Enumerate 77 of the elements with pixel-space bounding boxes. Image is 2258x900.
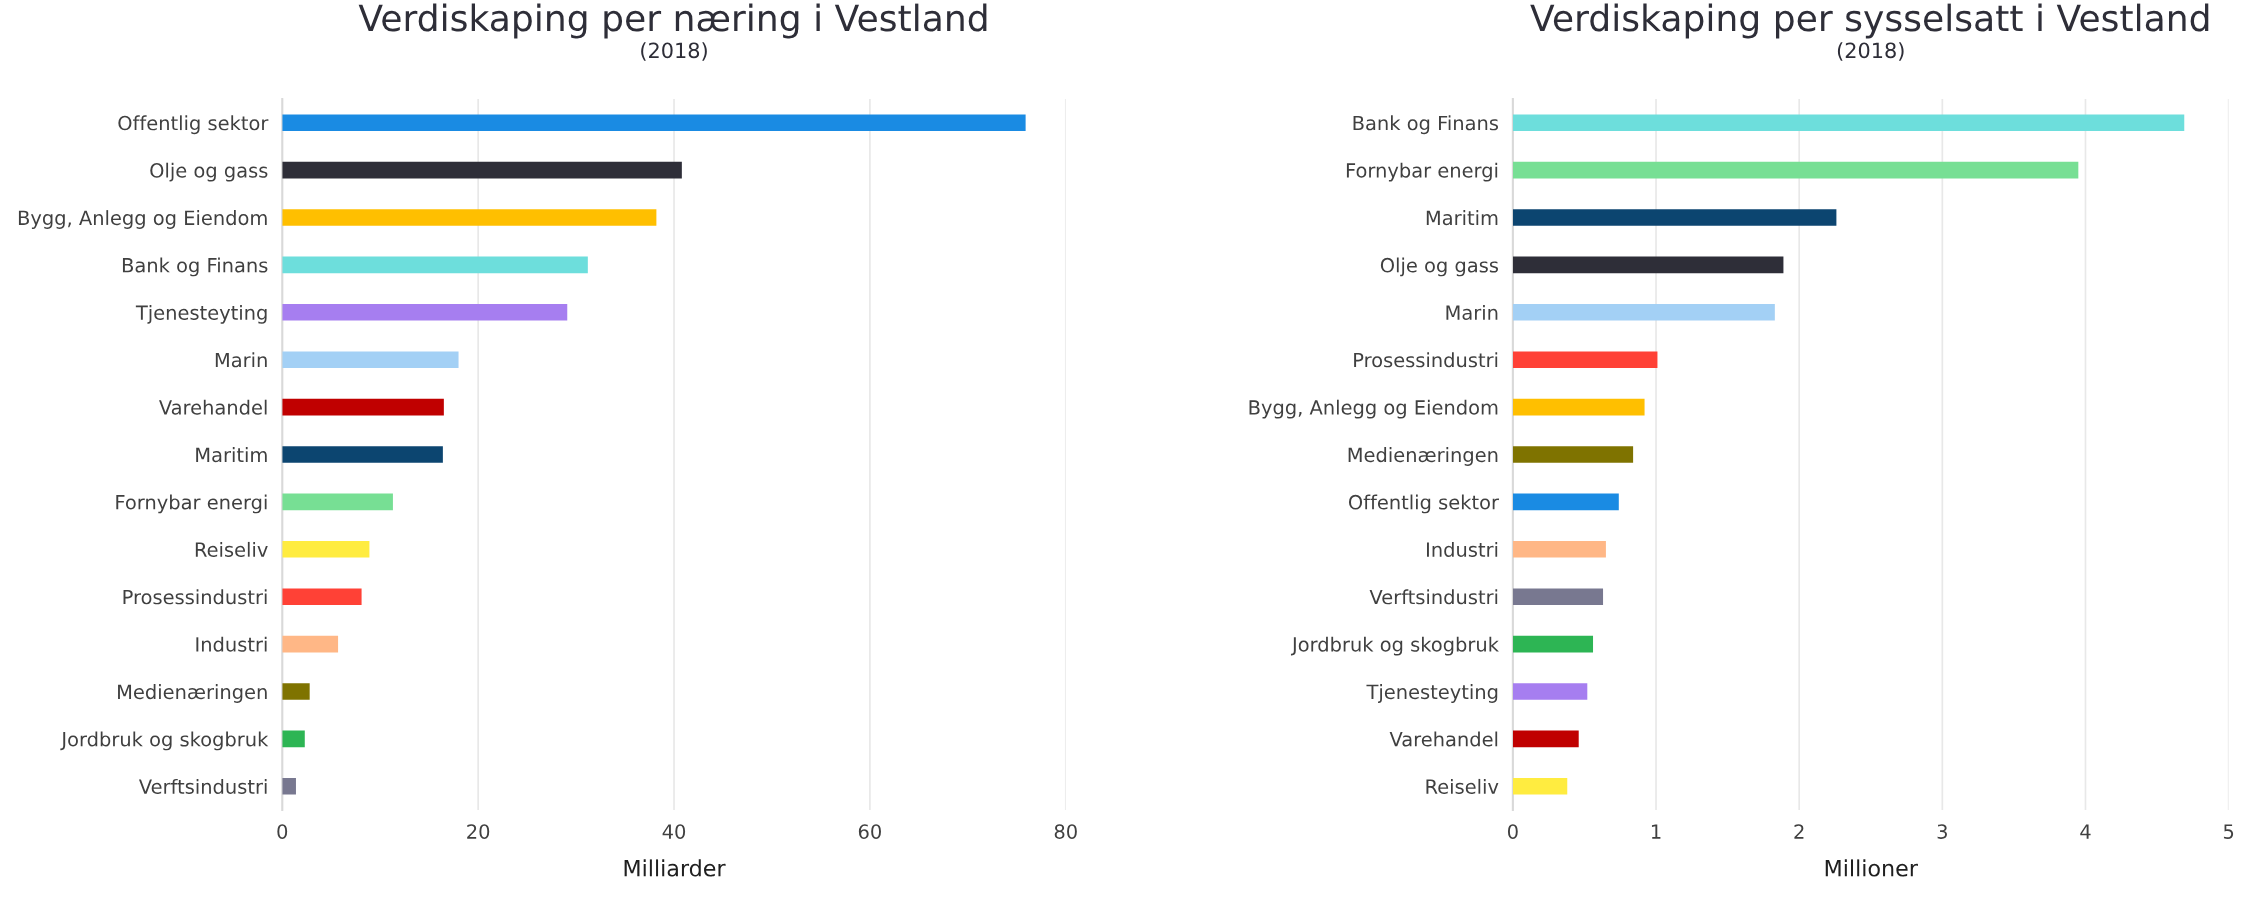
bar bbox=[1512, 541, 1606, 558]
bar bbox=[282, 351, 459, 368]
bar bbox=[1512, 588, 1604, 605]
y-tick-label: Tjenesteyting bbox=[1366, 684, 1498, 703]
x-tick-label: 80 bbox=[1054, 824, 1077, 839]
x-tick-label: 0 bbox=[277, 824, 288, 839]
y-tick-label: Industri bbox=[196, 636, 267, 652]
bar bbox=[1512, 351, 1658, 368]
bar bbox=[1512, 304, 1775, 321]
y-tick-label: Varehandel bbox=[1389, 731, 1498, 747]
y-tick-label: Bank og Finans bbox=[122, 257, 268, 277]
bar bbox=[282, 114, 1026, 131]
x-tick-label: 3 bbox=[1937, 824, 1947, 839]
y-tick-label: Verftsindustri bbox=[1369, 589, 1498, 605]
bar bbox=[1512, 493, 1619, 511]
x-tick-label: 0 bbox=[1507, 824, 1518, 839]
y-tick-label: Marin bbox=[1446, 304, 1498, 320]
bar bbox=[1512, 161, 2079, 179]
bar bbox=[1512, 398, 1645, 416]
bar bbox=[282, 493, 393, 511]
bar bbox=[1512, 256, 1784, 274]
x-tick-label: 40 bbox=[662, 824, 686, 839]
y-tick-label: Prosessindustri bbox=[123, 589, 267, 605]
bar bbox=[1512, 730, 1579, 748]
y-tick-label: Reiseliv bbox=[195, 541, 268, 557]
bar bbox=[282, 730, 305, 748]
y-tick-label: Jordbruk og skogbruk bbox=[1290, 636, 1499, 656]
y-tick-label: Fornybar energi bbox=[1346, 162, 1498, 182]
bar bbox=[282, 161, 682, 179]
y-tick-label: Tjenesteyting bbox=[135, 304, 267, 324]
y-tick-label: Offentlig sektor bbox=[118, 115, 269, 135]
y-tick-label: Industri bbox=[1427, 541, 1498, 557]
y-tick-label: Bank og Finans bbox=[1353, 115, 1499, 135]
y-tick-label: Marin bbox=[215, 352, 267, 368]
bar bbox=[282, 541, 370, 558]
y-tick-label: Medienæringen bbox=[1348, 447, 1498, 466]
bar bbox=[282, 304, 568, 321]
x-tick-label: 2 bbox=[1794, 824, 1804, 839]
chart-title: Verdiskaping per næring i Vestland bbox=[358, 3, 987, 39]
bar bbox=[282, 446, 443, 463]
x-tick-label: 4 bbox=[2080, 824, 2091, 839]
x-tick-label: 20 bbox=[467, 824, 490, 839]
bar bbox=[1512, 446, 1634, 463]
bar bbox=[282, 778, 296, 795]
x-axis-title: Millioner bbox=[1825, 859, 1918, 877]
bar bbox=[1512, 114, 2185, 131]
bar bbox=[282, 256, 588, 274]
y-tick-label: Bygg, Anlegg og Eiendom bbox=[18, 210, 267, 229]
chart-title: Verdiskaping per sysselsatt i Vestland bbox=[1530, 3, 2209, 39]
y-tick-label: Varehandel bbox=[159, 399, 267, 415]
bar bbox=[282, 398, 444, 416]
y-tick-label: Reiseliv bbox=[1426, 778, 1499, 794]
y-tick-label: Fornybar energi bbox=[116, 494, 267, 514]
bar bbox=[282, 588, 362, 605]
bar bbox=[282, 635, 339, 653]
y-tick-label: Verftsindustri bbox=[138, 778, 267, 794]
y-tick-label: Olje og gass bbox=[150, 162, 268, 182]
bar bbox=[1512, 209, 1837, 226]
y-tick-label: Prosessindustri bbox=[1354, 352, 1498, 368]
y-tick-label: Maritim bbox=[1426, 210, 1498, 226]
bar bbox=[1512, 683, 1588, 700]
bar bbox=[282, 683, 310, 700]
chart-subtitle: (2018) bbox=[1837, 42, 1904, 61]
y-tick-label: Bygg, Anlegg og Eiendom bbox=[1249, 399, 1498, 419]
chart-subtitle: (2018) bbox=[641, 42, 707, 61]
x-tick-label: 5 bbox=[2223, 824, 2234, 839]
y-tick-label: Maritim bbox=[196, 447, 267, 463]
bar bbox=[1512, 778, 1568, 795]
y-tick-label: Olje og gass bbox=[1380, 257, 1499, 277]
x-axis-title: Milliarder bbox=[624, 859, 726, 877]
bar bbox=[282, 209, 657, 226]
y-tick-label: Jordbruk og skogbruk bbox=[60, 731, 269, 751]
y-tick-label: Medienæringen bbox=[118, 684, 267, 703]
x-tick-label: 60 bbox=[858, 824, 881, 839]
y-tick-label: Offentlig sektor bbox=[1348, 494, 1499, 514]
bar bbox=[1512, 635, 1594, 653]
x-tick-label: 1 bbox=[1651, 824, 1661, 839]
